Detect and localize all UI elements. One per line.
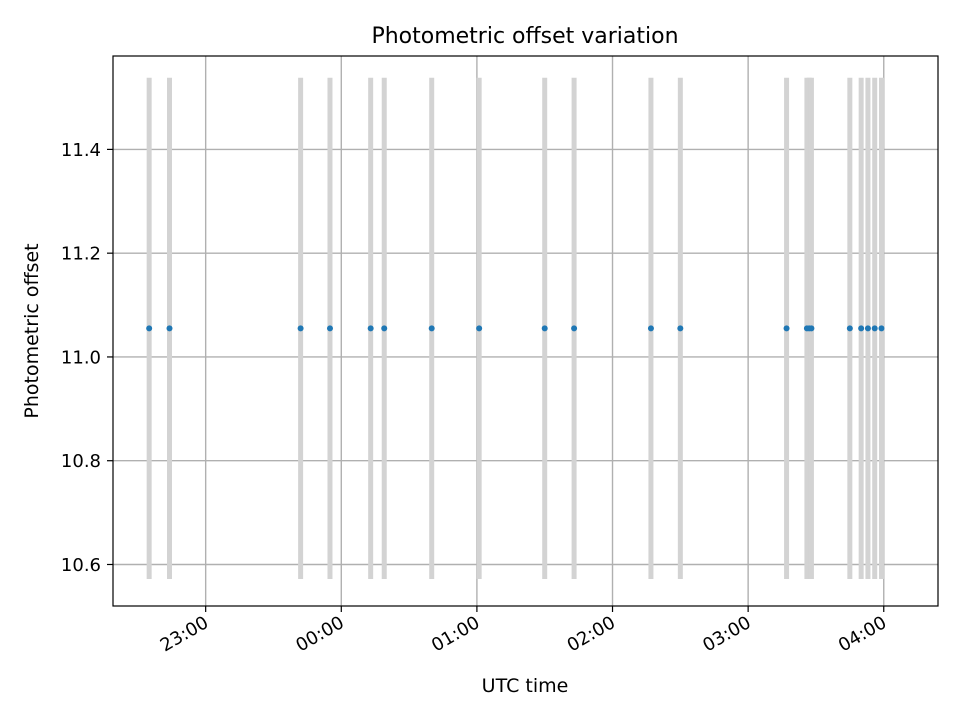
y-axis-label: Photometric offset [21,243,43,418]
data-point [367,325,374,332]
y-tick-label: 10.6 [61,555,101,576]
point-layer [146,325,885,332]
data-point [297,325,304,332]
data-point [476,325,483,332]
y-tick-label: 11.0 [61,347,101,368]
data-point [647,325,654,332]
y-tick-label: 11.2 [61,244,101,265]
y-tick-label: 11.4 [61,140,101,161]
data-point [858,325,865,332]
data-point [871,325,878,332]
data-point [166,325,173,332]
data-point [326,325,333,332]
chart-title: Photometric offset variation [371,24,678,49]
data-point [783,325,790,332]
data-point [571,325,578,332]
plot-frame [112,55,939,607]
data-point [808,325,815,332]
data-point [381,325,388,332]
data-point [146,325,153,332]
data-point [428,325,435,332]
data-point [878,325,885,332]
data-point [541,325,548,332]
y-tick-label: 10.8 [61,451,101,472]
data-point [677,325,684,332]
data-point [864,325,871,332]
data-point [846,325,853,332]
x-axis-label: UTC time [482,675,569,697]
